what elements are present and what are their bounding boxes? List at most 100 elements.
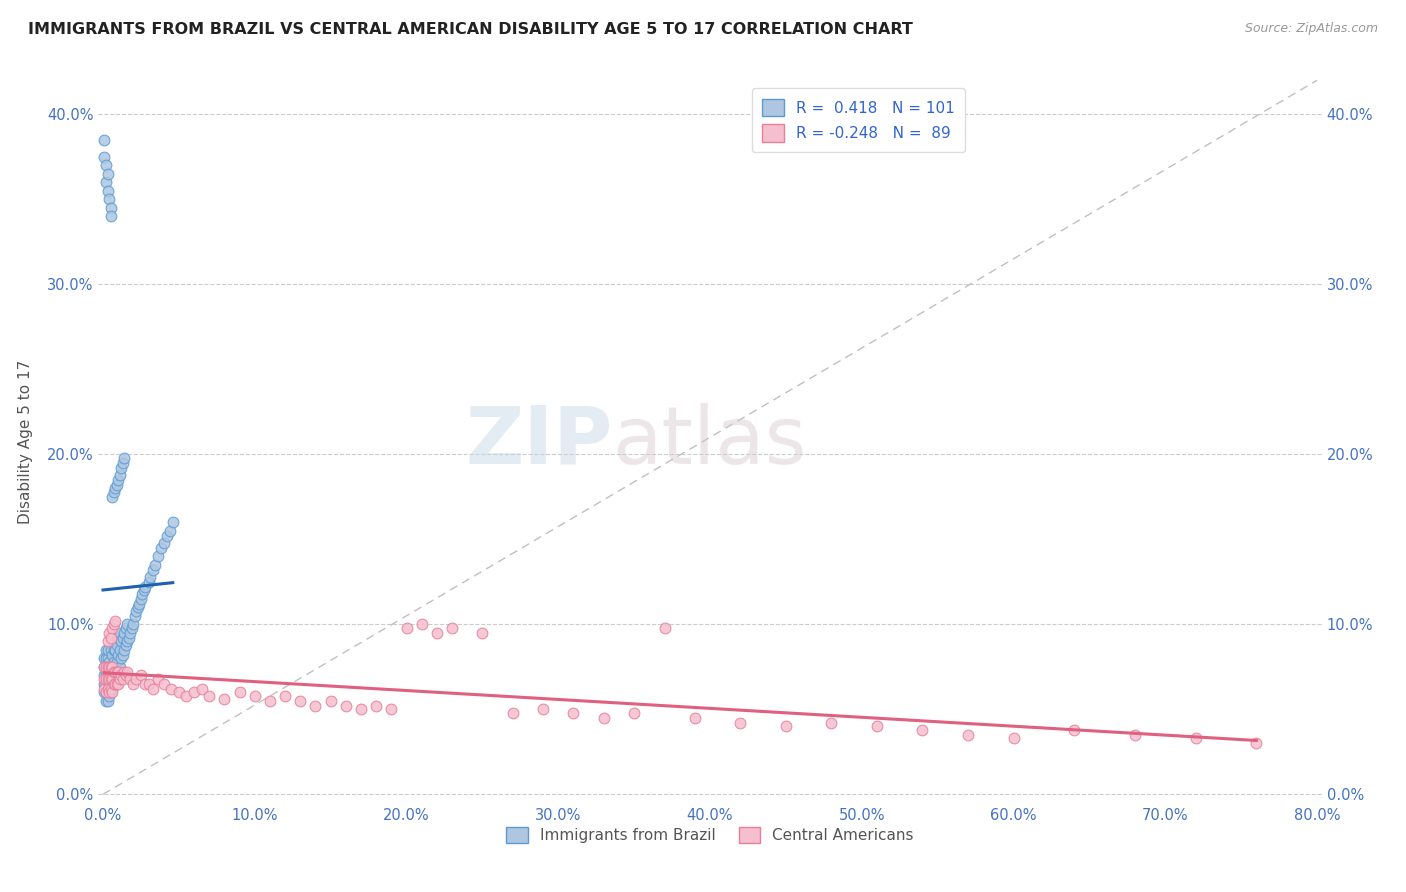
Point — [101, 672, 124, 686]
Point — [1246, 736, 1268, 750]
Point — [531, 702, 554, 716]
Point — [101, 648, 124, 662]
Point — [96, 685, 118, 699]
Point — [94, 651, 117, 665]
Point — [156, 529, 179, 543]
Point — [93, 660, 115, 674]
Point — [100, 660, 122, 674]
Point — [104, 672, 127, 686]
Point — [1184, 731, 1206, 746]
Point — [160, 681, 183, 696]
Point — [426, 625, 449, 640]
Point — [94, 685, 117, 699]
Point — [104, 481, 127, 495]
Point — [107, 677, 129, 691]
Point — [100, 677, 122, 691]
Point — [93, 150, 115, 164]
Point — [100, 642, 122, 657]
Point — [956, 728, 979, 742]
Point — [103, 668, 125, 682]
Point — [112, 642, 135, 657]
Point — [107, 665, 129, 679]
Point — [110, 651, 132, 665]
Point — [111, 456, 134, 470]
Point — [94, 660, 117, 674]
Point — [107, 665, 129, 679]
Point — [104, 614, 127, 628]
Y-axis label: Disability Age 5 to 17: Disability Age 5 to 17 — [18, 359, 34, 524]
Point — [122, 677, 145, 691]
Point — [104, 660, 127, 674]
Point — [101, 685, 124, 699]
Point — [730, 715, 752, 730]
Point — [214, 692, 236, 706]
Point — [96, 672, 118, 686]
Point — [1063, 723, 1085, 737]
Point — [112, 665, 135, 679]
Point — [114, 638, 136, 652]
Point — [93, 681, 115, 696]
Point — [243, 689, 266, 703]
Point — [350, 702, 373, 716]
Point — [592, 711, 614, 725]
Point — [100, 668, 122, 682]
Point — [127, 600, 149, 615]
Point — [112, 625, 135, 640]
Text: ZIP: ZIP — [465, 402, 612, 481]
Point — [108, 672, 131, 686]
Point — [98, 665, 121, 679]
Point — [101, 681, 124, 696]
Point — [290, 694, 312, 708]
Point — [98, 672, 121, 686]
Point — [105, 677, 128, 691]
Point — [104, 642, 127, 657]
Point — [108, 625, 131, 640]
Point — [96, 677, 118, 691]
Point — [143, 558, 166, 572]
Point — [110, 634, 132, 648]
Point — [101, 490, 124, 504]
Point — [117, 634, 139, 648]
Point — [117, 617, 139, 632]
Point — [93, 651, 115, 665]
Point — [103, 642, 125, 657]
Point — [120, 625, 142, 640]
Point — [98, 625, 121, 640]
Point — [96, 184, 118, 198]
Point — [1002, 731, 1025, 746]
Point — [122, 617, 145, 632]
Point — [304, 698, 326, 713]
Point — [105, 655, 128, 669]
Point — [103, 484, 125, 499]
Point — [142, 681, 165, 696]
Point — [96, 660, 118, 674]
Point — [111, 648, 134, 662]
Point — [149, 541, 172, 555]
Point — [441, 621, 464, 635]
Point — [98, 192, 121, 206]
Point — [94, 694, 117, 708]
Point — [129, 668, 152, 682]
Point — [101, 660, 124, 674]
Point — [152, 535, 174, 549]
Point — [98, 685, 121, 699]
Point — [132, 583, 155, 598]
Point — [114, 621, 136, 635]
Point — [159, 524, 181, 538]
Point — [94, 672, 117, 686]
Point — [162, 516, 184, 530]
Point — [319, 694, 342, 708]
Point — [411, 617, 433, 632]
Point — [110, 461, 132, 475]
Point — [96, 651, 118, 665]
Point — [118, 631, 141, 645]
Point — [101, 660, 124, 674]
Point — [1123, 728, 1146, 742]
Point — [93, 685, 115, 699]
Point — [94, 642, 117, 657]
Point — [380, 702, 402, 716]
Point — [94, 672, 117, 686]
Point — [139, 570, 162, 584]
Point — [471, 625, 494, 640]
Point — [98, 655, 121, 669]
